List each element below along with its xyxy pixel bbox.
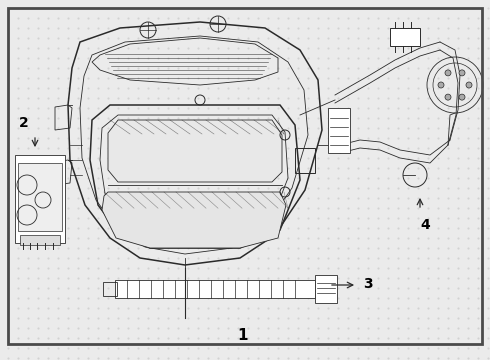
Polygon shape (102, 192, 286, 248)
Bar (295, 148, 315, 173)
Text: 2: 2 (19, 116, 29, 130)
Circle shape (466, 82, 472, 88)
Polygon shape (108, 120, 282, 182)
Circle shape (445, 70, 451, 76)
Text: 4: 4 (420, 218, 430, 232)
Circle shape (445, 94, 451, 100)
Bar (315, 275, 337, 303)
Text: 1: 1 (238, 328, 248, 343)
Bar (328, 108, 350, 153)
Circle shape (438, 82, 444, 88)
Bar (115, 280, 315, 298)
Bar (18, 163, 62, 231)
Bar (103, 282, 117, 296)
Bar (20, 235, 60, 245)
Circle shape (459, 70, 465, 76)
Bar (15, 155, 65, 243)
Text: 3: 3 (363, 277, 372, 291)
Bar (390, 28, 420, 46)
Circle shape (459, 94, 465, 100)
